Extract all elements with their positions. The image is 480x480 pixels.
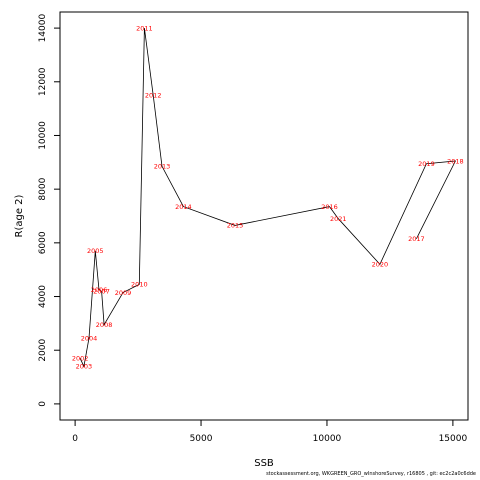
y-tick-label: 14000 [38, 14, 48, 43]
y-tick-label: 2000 [38, 338, 48, 361]
y-tick-label: 6000 [38, 231, 48, 254]
point-label-2003: 2003 [76, 363, 93, 371]
y-tick-label: 8000 [38, 177, 48, 200]
point-label-2012: 2012 [145, 92, 162, 100]
y-axis-title: R(age 2) [14, 194, 25, 237]
point-label-2019: 2019 [418, 160, 435, 168]
point-label-2014: 2014 [175, 203, 192, 211]
y-tick-label: 12000 [38, 67, 48, 96]
point-label-2002: 2002 [72, 355, 89, 363]
point-label-2018: 2018 [447, 157, 464, 165]
x-tick-label: 10000 [313, 434, 342, 444]
point-label-2017: 2017 [408, 235, 425, 243]
point-label-2016: 2016 [321, 203, 338, 211]
point-label-2011: 2011 [136, 24, 153, 32]
series-line [79, 28, 457, 368]
point-labels: 2002200320042005200620072008200920102011… [72, 24, 464, 370]
point-label-2004: 2004 [81, 334, 98, 342]
plot-frame [59, 11, 469, 421]
point-label-2006: 2006 [91, 286, 108, 294]
footer-credit: stockassessment.org, WKGREEN_GRO_wInshor… [266, 471, 476, 477]
point-label-2008: 2008 [96, 321, 113, 329]
point-label-2010: 2010 [131, 281, 148, 289]
y-tick-label: 10000 [38, 121, 48, 150]
y-axis: 0 2000 4000 6000 8000 10000 12000 14000 [38, 14, 61, 407]
point-label-2021: 2021 [330, 215, 347, 223]
point-label-2007: 2007 [93, 287, 110, 295]
x-tick-label: 0 [72, 434, 78, 444]
x-tick-label: 5000 [190, 434, 213, 444]
point-label-2015: 2015 [227, 222, 244, 230]
y-tick-label: 0 [38, 401, 48, 407]
x-axis: 0 5000 10000 15000 [72, 419, 468, 444]
point-label-2005: 2005 [87, 247, 104, 255]
point-label-2009: 2009 [115, 289, 132, 297]
x-tick-label: 15000 [439, 434, 468, 444]
point-label-2013: 2013 [154, 163, 171, 171]
y-tick-label: 4000 [38, 285, 48, 308]
point-label-2020: 2020 [372, 261, 389, 269]
x-axis-title: SSB [254, 458, 274, 469]
